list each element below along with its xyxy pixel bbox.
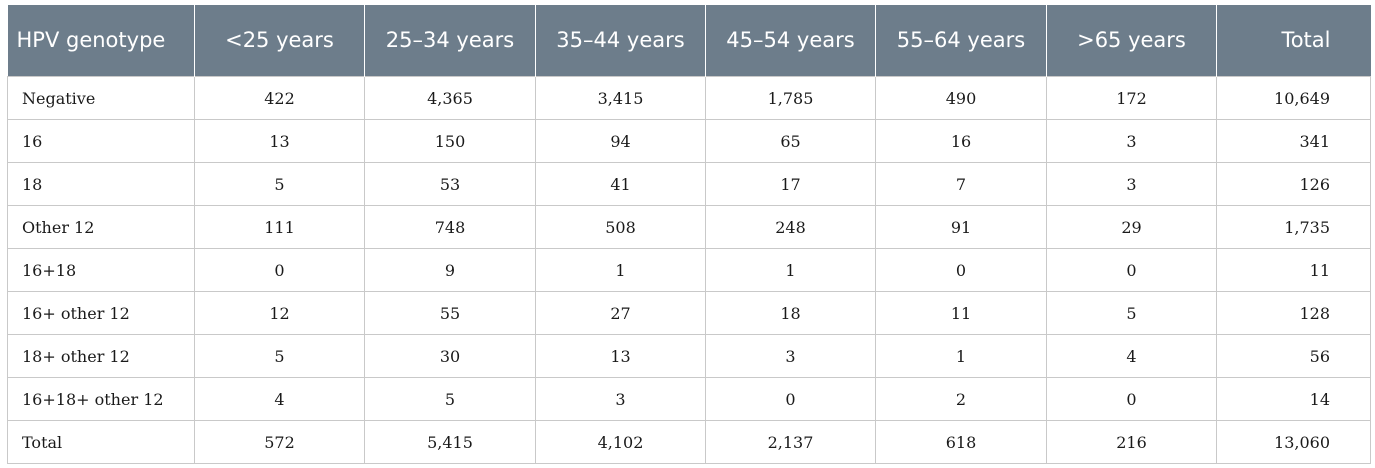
table-cell: 0 bbox=[1046, 248, 1217, 292]
table-row: 16+18+ other 12 4 5 3 0 2 0 14 bbox=[7, 377, 1371, 421]
table-cell: 128 bbox=[1216, 291, 1371, 335]
table-row: 16 13 150 94 65 16 3 341 bbox=[7, 119, 1371, 163]
header-row: HPV genotype <25 years 25–34 years 35–44… bbox=[7, 5, 1371, 77]
table-cell: 94 bbox=[535, 119, 706, 163]
header-under-25: <25 years bbox=[194, 5, 365, 77]
table-row: Other 12 111 748 508 248 91 29 1,735 bbox=[7, 205, 1371, 249]
table-cell: 341 bbox=[1216, 119, 1371, 163]
table-cell: 27 bbox=[535, 291, 706, 335]
table-cell: 4 bbox=[1046, 334, 1217, 378]
table-cell: 53 bbox=[364, 162, 536, 206]
table-cell: 1 bbox=[705, 248, 876, 292]
table-cell: 3 bbox=[705, 334, 876, 378]
header-over-65: >65 years bbox=[1046, 5, 1217, 77]
table-cell: 618 bbox=[875, 420, 1047, 464]
header-hpv-genotype: HPV genotype bbox=[7, 5, 195, 77]
table-cell: 216 bbox=[1046, 420, 1217, 464]
row-label: 16+18 bbox=[7, 248, 195, 292]
table-cell: 150 bbox=[364, 119, 536, 163]
table-cell: 126 bbox=[1216, 162, 1371, 206]
table-cell: 55 bbox=[364, 291, 536, 335]
table-cell: 5 bbox=[1046, 291, 1217, 335]
table-cell: 0 bbox=[194, 248, 365, 292]
table-cell: 172 bbox=[1046, 76, 1217, 120]
table-cell: 17 bbox=[705, 162, 876, 206]
table-body: Negative 422 4,365 3,415 1,785 490 172 1… bbox=[7, 76, 1371, 464]
row-label: 16+18+ other 12 bbox=[7, 377, 195, 421]
table-cell: 56 bbox=[1216, 334, 1371, 378]
table-cell: 422 bbox=[194, 76, 365, 120]
table-cell: 0 bbox=[705, 377, 876, 421]
table-cell: 572 bbox=[194, 420, 365, 464]
table-cell: 111 bbox=[194, 205, 365, 249]
table-cell: 5 bbox=[194, 334, 365, 378]
table-cell: 1 bbox=[535, 248, 706, 292]
table-cell: 5,415 bbox=[364, 420, 536, 464]
table-cell: 30 bbox=[364, 334, 536, 378]
table-cell: 11 bbox=[875, 291, 1047, 335]
row-label: 18+ other 12 bbox=[7, 334, 195, 378]
table-header: HPV genotype <25 years 25–34 years 35–44… bbox=[7, 5, 1371, 77]
table-cell: 748 bbox=[364, 205, 536, 249]
header-55-64: 55–64 years bbox=[875, 5, 1047, 77]
table-cell: 16 bbox=[875, 119, 1047, 163]
header-total: Total bbox=[1216, 5, 1371, 77]
table-cell: 248 bbox=[705, 205, 876, 249]
table-row: 16+18 0 9 1 1 0 0 11 bbox=[7, 248, 1371, 292]
table-cell: 14 bbox=[1216, 377, 1371, 421]
table-cell: 3 bbox=[1046, 119, 1217, 163]
table-cell: 29 bbox=[1046, 205, 1217, 249]
table-cell: 91 bbox=[875, 205, 1047, 249]
table-cell: 1 bbox=[875, 334, 1047, 378]
table-row: 18+ other 12 5 30 13 3 1 4 56 bbox=[7, 334, 1371, 378]
data-table-container: HPV genotype <25 years 25–34 years 35–44… bbox=[7, 5, 1371, 464]
header-25-34: 25–34 years bbox=[364, 5, 536, 77]
table-cell: 13 bbox=[535, 334, 706, 378]
table-cell: 7 bbox=[875, 162, 1047, 206]
table-cell: 9 bbox=[364, 248, 536, 292]
table-cell: 18 bbox=[705, 291, 876, 335]
hpv-genotype-table: HPV genotype <25 years 25–34 years 35–44… bbox=[7, 5, 1371, 464]
table-cell: 3 bbox=[535, 377, 706, 421]
table-cell: 65 bbox=[705, 119, 876, 163]
table-cell: 508 bbox=[535, 205, 706, 249]
table-cell: 4,102 bbox=[535, 420, 706, 464]
table-row: Negative 422 4,365 3,415 1,785 490 172 1… bbox=[7, 76, 1371, 120]
table-row: 16+ other 12 12 55 27 18 11 5 128 bbox=[7, 291, 1371, 335]
row-label: 16 bbox=[7, 119, 195, 163]
table-cell: 13,060 bbox=[1216, 420, 1371, 464]
row-label: Other 12 bbox=[7, 205, 195, 249]
table-row: 18 5 53 41 17 7 3 126 bbox=[7, 162, 1371, 206]
table-cell: 41 bbox=[535, 162, 706, 206]
table-cell: 1,785 bbox=[705, 76, 876, 120]
table-cell: 4 bbox=[194, 377, 365, 421]
row-label: 18 bbox=[7, 162, 195, 206]
table-cell: 12 bbox=[194, 291, 365, 335]
header-45-54: 45–54 years bbox=[705, 5, 876, 77]
table-cell: 1,735 bbox=[1216, 205, 1371, 249]
row-label: Total bbox=[7, 420, 195, 464]
header-35-44: 35–44 years bbox=[535, 5, 706, 77]
table-cell: 3,415 bbox=[535, 76, 706, 120]
table-cell: 10,649 bbox=[1216, 76, 1371, 120]
table-cell: 2 bbox=[875, 377, 1047, 421]
table-cell: 3 bbox=[1046, 162, 1217, 206]
table-cell: 11 bbox=[1216, 248, 1371, 292]
row-label: 16+ other 12 bbox=[7, 291, 195, 335]
table-cell: 490 bbox=[875, 76, 1047, 120]
table-cell: 13 bbox=[194, 119, 365, 163]
row-label: Negative bbox=[7, 76, 195, 120]
table-cell: 0 bbox=[875, 248, 1047, 292]
table-cell: 0 bbox=[1046, 377, 1217, 421]
table-cell: 5 bbox=[194, 162, 365, 206]
table-cell: 4,365 bbox=[364, 76, 536, 120]
total-row: Total 572 5,415 4,102 2,137 618 216 13,0… bbox=[7, 420, 1371, 464]
table-cell: 5 bbox=[364, 377, 536, 421]
table-cell: 2,137 bbox=[705, 420, 876, 464]
